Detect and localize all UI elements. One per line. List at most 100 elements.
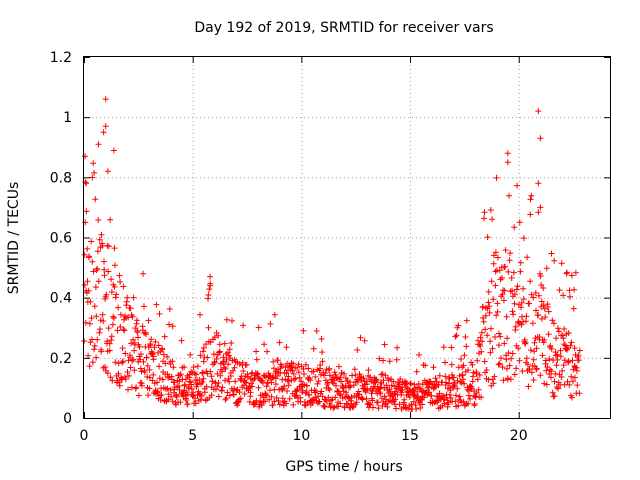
data-point [374, 399, 381, 406]
data-point [290, 401, 297, 408]
data-point [568, 339, 575, 346]
data-point [101, 258, 107, 265]
data-point [275, 397, 282, 404]
data-point [516, 219, 523, 226]
data-point [156, 363, 163, 370]
data-point [144, 362, 151, 369]
data-point [94, 336, 101, 343]
data-point [484, 234, 491, 241]
data-point [490, 260, 497, 267]
data-point [116, 382, 123, 389]
data-point [88, 238, 95, 245]
data-point [527, 347, 534, 354]
plot-frame [83, 56, 611, 419]
data-point [284, 388, 291, 394]
data-point [160, 351, 167, 358]
data-point [121, 327, 128, 334]
data-point [448, 344, 455, 351]
data-point [569, 394, 575, 401]
data-point [168, 393, 175, 400]
data-point [411, 392, 417, 398]
data-point [413, 368, 420, 375]
data-point [365, 367, 372, 374]
data-point [487, 349, 494, 356]
data-point [548, 250, 555, 257]
x-tick-label: 20 [510, 428, 528, 444]
data-point [87, 339, 94, 346]
data-point [158, 391, 165, 398]
data-point [307, 377, 314, 384]
data-point [551, 378, 558, 385]
data-point [535, 108, 542, 115]
data-point [426, 389, 433, 396]
data-point [333, 382, 339, 389]
data-point [545, 308, 552, 315]
data-point [177, 399, 184, 406]
data-point [554, 356, 561, 363]
data-point [283, 400, 290, 407]
data-point [446, 391, 453, 398]
data-point [283, 344, 290, 351]
data-point [188, 368, 194, 375]
data-point [528, 192, 535, 199]
data-point [331, 369, 338, 376]
data-point [120, 326, 127, 333]
data-point [95, 217, 102, 223]
data-point [576, 390, 583, 397]
data-point [286, 395, 293, 402]
data-point [410, 398, 417, 405]
data-point [255, 384, 262, 391]
x-tick-label: 10 [292, 428, 310, 444]
data-point [326, 365, 333, 372]
data-point [247, 389, 254, 396]
data-point [119, 359, 126, 366]
data-point [146, 385, 153, 392]
data-point [496, 342, 502, 349]
data-point [291, 376, 298, 383]
data-point [109, 321, 116, 328]
data-point [447, 395, 454, 401]
data-point [381, 341, 388, 348]
data-point [356, 391, 363, 398]
data-point [191, 370, 198, 377]
data-point [153, 391, 160, 397]
data-point [499, 364, 506, 371]
data-point [208, 392, 215, 399]
data-point [81, 338, 88, 344]
data-point [445, 399, 452, 406]
data-point [107, 374, 114, 381]
data-point [92, 196, 99, 203]
data-point [135, 334, 141, 341]
data-point [198, 392, 205, 399]
data-point [494, 300, 501, 307]
data-point [188, 385, 195, 392]
data-point [479, 303, 486, 310]
data-point [109, 377, 116, 384]
data-point [271, 365, 277, 372]
data-point [496, 330, 502, 337]
data-point [523, 313, 530, 320]
data-point [231, 364, 238, 371]
data-point [442, 359, 448, 366]
data-point [316, 398, 323, 405]
data-point [473, 390, 480, 396]
data-point [223, 395, 230, 402]
data-point [114, 327, 121, 334]
data-point [289, 367, 296, 374]
data-point [363, 378, 370, 385]
data-point [135, 392, 142, 399]
data-point [563, 270, 570, 277]
data-point [451, 381, 458, 388]
data-point [205, 324, 212, 331]
data-point [569, 357, 576, 364]
data-point [492, 282, 499, 289]
data-point [561, 357, 568, 364]
data-point [319, 358, 326, 365]
data-point [84, 245, 91, 252]
data-point [302, 390, 309, 397]
data-point [226, 346, 233, 353]
data-point [496, 267, 503, 274]
data-point [504, 335, 511, 342]
data-point [533, 365, 540, 372]
y-tick-label: 0.2 [50, 351, 72, 367]
